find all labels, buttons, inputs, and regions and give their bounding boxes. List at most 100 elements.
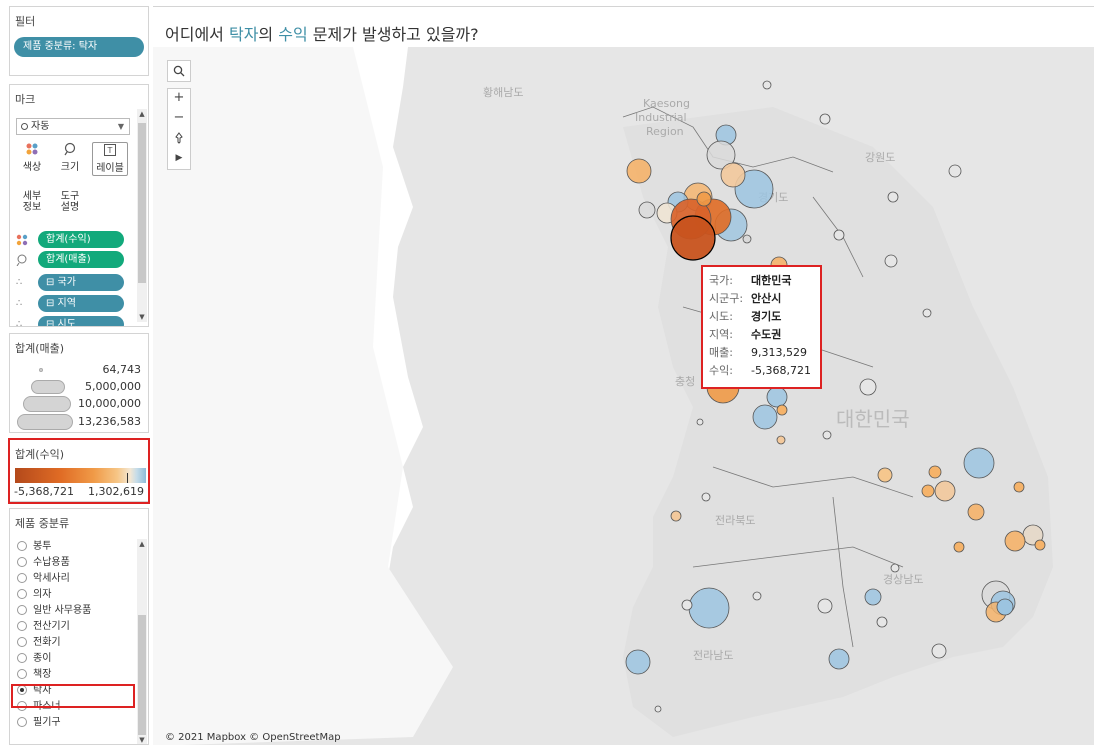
- map-bubble[interactable]: [876, 616, 888, 628]
- map-bubble[interactable]: [864, 588, 882, 606]
- map-bubble[interactable]: [1004, 530, 1026, 552]
- category-option[interactable]: 일반 사무용품: [16, 603, 91, 618]
- map-bubble[interactable]: [934, 480, 956, 502]
- size-icon: [16, 254, 28, 267]
- filter-pill-category[interactable]: 제품 중분류: 탁자: [14, 37, 144, 57]
- category-option[interactable]: 종이: [16, 651, 51, 666]
- map-bubble[interactable]: [887, 191, 899, 203]
- detail-label-1: 세부: [22, 191, 42, 202]
- map-bubble[interactable]: [776, 435, 786, 445]
- map-bubble[interactable]: [654, 705, 662, 713]
- map-search-button[interactable]: [167, 60, 191, 82]
- map-bubble[interactable]: [890, 563, 900, 573]
- category-option[interactable]: 전산기기: [16, 619, 70, 634]
- map-bubble[interactable]: [696, 418, 704, 426]
- category-option[interactable]: 봉투: [16, 539, 51, 554]
- map-bubble[interactable]: [819, 113, 831, 125]
- map-bubble[interactable]: [1013, 481, 1025, 493]
- map-bubble[interactable]: [859, 378, 877, 396]
- pill-province[interactable]: ⊟ 시도: [38, 316, 124, 326]
- radio-button[interactable]: [17, 669, 27, 679]
- category-option[interactable]: 수납용품: [16, 555, 70, 570]
- map-bubble[interactable]: [931, 643, 947, 659]
- pill-sum-profit[interactable]: 합계(수익): [38, 231, 124, 248]
- map-bubble[interactable]: [696, 191, 712, 207]
- category-option[interactable]: 전화기: [16, 635, 61, 650]
- size-button[interactable]: 크기: [54, 142, 86, 176]
- map-bubble[interactable]: [953, 541, 965, 553]
- pill-country[interactable]: ⊟ 국가: [38, 274, 124, 291]
- radio-button[interactable]: [17, 573, 27, 583]
- viz-title: 어디에서 탁자의 수익 문제가 발생하고 있을까?: [165, 21, 479, 45]
- shelf-row-sales: 합계(매출): [14, 251, 144, 269]
- marks-scrollbar[interactable]: ▲ ▼: [137, 109, 147, 322]
- zoom-out-button[interactable]: −: [173, 110, 185, 125]
- map-bubble[interactable]: [752, 591, 762, 601]
- category-option[interactable]: 필기구: [16, 715, 61, 730]
- map-bubble[interactable]: [817, 598, 833, 614]
- map-bubble[interactable]: [828, 648, 850, 670]
- map-bubble[interactable]: [701, 492, 711, 502]
- map-area[interactable]: 황해남도 Kaesong Industrial Region 강원도 경기도 충…: [153, 47, 1094, 745]
- radio-button[interactable]: [17, 541, 27, 551]
- map-bubble[interactable]: [967, 503, 985, 521]
- pill-sum-sales[interactable]: 합계(매출): [38, 251, 124, 268]
- map-bubble[interactable]: [884, 254, 898, 268]
- radio-button[interactable]: [17, 621, 27, 631]
- pin-map-button[interactable]: [167, 128, 191, 150]
- zoom-in-button[interactable]: +: [173, 90, 185, 105]
- radio-button[interactable]: [17, 605, 27, 615]
- map-label-jeonbuk: 전라북도: [715, 514, 756, 527]
- map-bubble[interactable]: [626, 158, 652, 184]
- radio-button[interactable]: [17, 557, 27, 567]
- map-bubble[interactable]: [928, 465, 942, 479]
- radio-button[interactable]: [17, 653, 27, 663]
- tooltip-value: 경기도: [751, 310, 782, 323]
- map-bubble[interactable]: [706, 140, 736, 170]
- expand-toolbar-button[interactable]: ▶: [167, 148, 191, 170]
- tooltip-button[interactable]: 도구 설명: [54, 189, 86, 223]
- map-bubble[interactable]: [766, 386, 788, 408]
- scroll-up-icon[interactable]: ▲: [139, 540, 145, 548]
- map-bubble[interactable]: [922, 308, 932, 318]
- scroll-thumb[interactable]: [138, 123, 146, 283]
- radio-button[interactable]: [17, 717, 27, 727]
- map-bubble[interactable]: [681, 599, 693, 611]
- scroll-down-icon[interactable]: ▼: [139, 313, 145, 321]
- radio-button[interactable]: [17, 589, 27, 599]
- map-bubble[interactable]: [921, 484, 935, 498]
- map-bubble[interactable]: [822, 430, 832, 440]
- map-bubble[interactable]: [996, 598, 1014, 616]
- category-option[interactable]: 책장: [16, 667, 51, 682]
- map-bubble[interactable]: [948, 164, 962, 178]
- scroll-thumb[interactable]: [138, 615, 146, 735]
- map-bubble[interactable]: [1034, 539, 1046, 551]
- map-bubble[interactable]: [752, 404, 778, 430]
- radio-button[interactable]: [17, 637, 27, 647]
- size-legend-title: 합계(매출): [15, 342, 65, 355]
- mark-type-dropdown[interactable]: 자동 ▼: [16, 118, 130, 135]
- map-bubble[interactable]: [720, 162, 746, 188]
- map-bubble[interactable]: [625, 649, 651, 675]
- tooltip-row-province: 시도: 경기도: [709, 308, 781, 325]
- map-bubble[interactable]: [688, 587, 730, 629]
- label-button[interactable]: T 레이블: [92, 142, 128, 176]
- detail-button[interactable]: 세부 정보: [16, 189, 48, 223]
- map-bubble[interactable]: [670, 215, 716, 261]
- map-attribution[interactable]: © 2021 Mapbox © OpenStreetMap: [165, 732, 341, 743]
- category-option[interactable]: 의자: [16, 587, 51, 602]
- map-bubble[interactable]: [776, 404, 788, 416]
- map-bubble[interactable]: [833, 229, 845, 241]
- map-bubble[interactable]: [638, 201, 656, 219]
- color-button[interactable]: 색상: [16, 142, 48, 176]
- scroll-up-icon[interactable]: ▲: [139, 110, 145, 118]
- category-option[interactable]: 악세사리: [16, 571, 70, 586]
- map-bubble[interactable]: [670, 510, 682, 522]
- map-bubble[interactable]: [877, 467, 893, 483]
- map-bubble[interactable]: [742, 234, 752, 244]
- category-scrollbar[interactable]: ▲ ▼: [137, 539, 147, 744]
- pill-region[interactable]: ⊟ 지역: [38, 295, 124, 312]
- map-bubble[interactable]: [963, 447, 995, 479]
- map-bubble[interactable]: [762, 80, 772, 90]
- scroll-down-icon[interactable]: ▼: [139, 736, 145, 744]
